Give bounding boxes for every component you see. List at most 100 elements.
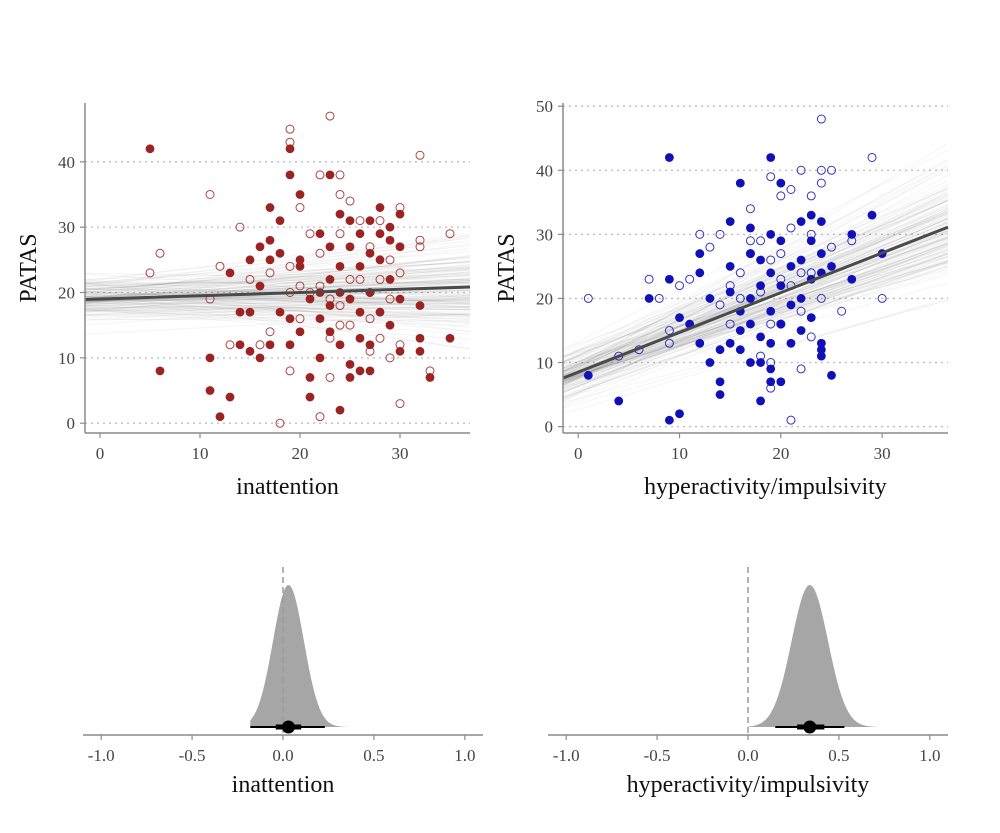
data-point-filled xyxy=(766,377,776,387)
posterior-line xyxy=(563,233,948,394)
posterior-line xyxy=(563,299,948,409)
data-point-filled xyxy=(664,153,674,162)
posterior-line xyxy=(85,299,470,316)
data-point-filled xyxy=(235,307,245,317)
data-point-hollow xyxy=(285,124,295,134)
posterior-line xyxy=(563,255,948,408)
data-point-hollow xyxy=(345,320,355,330)
posterior-line xyxy=(563,210,948,378)
data-point-hollow xyxy=(776,319,786,329)
data-point-filled xyxy=(796,326,806,335)
data-point-filled xyxy=(315,314,325,324)
posterior-line xyxy=(563,242,948,393)
data-point-filled xyxy=(205,386,215,395)
posterior-line xyxy=(563,255,948,381)
data-point-filled xyxy=(215,412,225,422)
data-point-hollow xyxy=(445,229,455,239)
posterior-line xyxy=(563,229,948,389)
data-point-hollow xyxy=(725,319,735,329)
posterior-line xyxy=(563,248,948,390)
posterior-line xyxy=(85,273,470,299)
data-point-filled xyxy=(725,217,735,226)
data-point-filled xyxy=(265,340,275,350)
data-point-hollow xyxy=(705,242,715,252)
data-point-filled xyxy=(675,313,684,323)
data-point-filled xyxy=(295,327,305,337)
posterior-line xyxy=(85,299,470,307)
posterior-line xyxy=(563,218,948,383)
posterior-line xyxy=(85,272,470,290)
data-point-hollow xyxy=(315,248,325,258)
data-point-filled xyxy=(776,178,786,188)
posterior-line xyxy=(85,309,470,327)
posterior-line xyxy=(563,218,948,373)
posterior-line xyxy=(563,165,948,358)
data-point-filled xyxy=(786,338,796,348)
posterior-line xyxy=(85,300,470,310)
posterior-line xyxy=(563,196,948,369)
data-point-hollow xyxy=(766,319,776,329)
data-point-filled xyxy=(335,340,345,350)
posterior-line xyxy=(563,245,948,383)
data-point-filled xyxy=(345,216,355,226)
data-point-filled xyxy=(827,261,836,271)
data-point-filled xyxy=(355,307,365,317)
data-point-filled xyxy=(325,301,335,310)
posterior-line xyxy=(563,217,948,359)
data-point-filled xyxy=(705,358,715,367)
data-point-filled xyxy=(776,281,786,291)
posterior-line xyxy=(85,306,470,311)
posterior-line xyxy=(563,246,948,382)
posterior-line xyxy=(563,190,948,403)
data-point-filled xyxy=(225,392,235,402)
data-point-filled xyxy=(155,366,165,376)
posterior-line xyxy=(85,292,470,309)
posterior-line xyxy=(563,241,948,385)
posterior-line xyxy=(85,289,470,305)
data-point-filled xyxy=(245,307,255,317)
y-tick-label: 10 xyxy=(58,349,75,368)
posterior-line xyxy=(563,215,948,361)
data-point-hollow xyxy=(826,242,836,252)
posterior-line xyxy=(563,239,948,387)
data-point-hollow xyxy=(325,372,335,382)
posterior-line xyxy=(563,213,948,372)
data-point-filled xyxy=(355,366,365,376)
posterior-line xyxy=(85,288,470,308)
data-point-filled xyxy=(445,333,455,343)
data-point-filled xyxy=(255,353,265,363)
data-point-hollow xyxy=(365,314,375,324)
data-point-filled xyxy=(375,255,385,265)
data-point-filled xyxy=(664,274,674,284)
data-point-filled xyxy=(345,373,355,382)
posterior-line xyxy=(85,295,470,310)
data-point-hollow xyxy=(664,325,674,335)
posterior-line xyxy=(563,235,948,389)
data-point-hollow xyxy=(847,236,857,246)
data-point-filled xyxy=(365,366,375,376)
posterior-line xyxy=(563,205,948,387)
posterior-line xyxy=(85,266,470,290)
posterior-line xyxy=(563,266,948,384)
data-point-hollow xyxy=(295,281,305,291)
data-point-hollow xyxy=(745,249,755,259)
data-point-filled xyxy=(796,294,806,303)
posterior-line xyxy=(563,242,948,382)
data-point-hollow xyxy=(335,189,345,199)
data-point-filled xyxy=(766,229,776,239)
data-point-filled xyxy=(345,359,355,369)
posterior-line xyxy=(85,282,470,333)
data-point-hollow xyxy=(275,418,285,428)
posterior-line xyxy=(85,285,470,297)
posterior-line xyxy=(85,312,470,335)
posterior-line xyxy=(85,268,470,300)
y-axis-label: PATAS xyxy=(494,233,520,302)
posterior-line xyxy=(85,260,470,291)
posterior-line xyxy=(563,250,948,380)
data-point-hollow xyxy=(205,189,215,199)
data-point-hollow xyxy=(425,366,435,376)
posterior-line xyxy=(563,282,948,388)
data-point-filled xyxy=(847,229,857,239)
posterior-line xyxy=(85,237,470,281)
